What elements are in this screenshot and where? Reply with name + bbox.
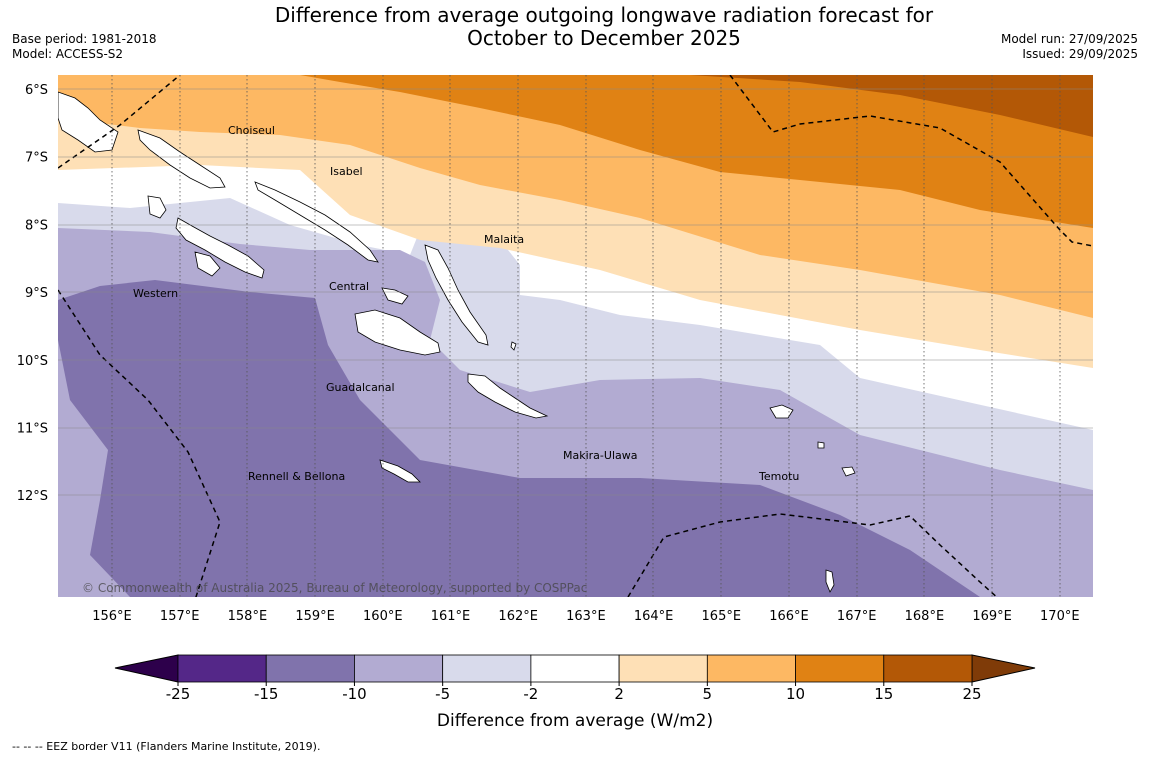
label-central: Central (329, 280, 369, 293)
colorbar-tick-label: -25 (166, 685, 191, 703)
lon-label: 167°E (837, 609, 877, 624)
title-line-2: October to December 2025 (467, 26, 741, 50)
island-ulawa (510, 341, 517, 351)
island-choiseul (137, 129, 226, 189)
label-western: Western (133, 287, 178, 300)
eez-north-west (58, 75, 181, 169)
colorbar-swatch (442, 654, 532, 683)
lat-label: 11°S (17, 422, 48, 437)
eez-west (58, 289, 221, 597)
colorbar-swatch (530, 654, 620, 683)
model-run: Model run: 27/09/2025 (1000, 32, 1138, 46)
label-rennell-bellona: Rennell & Bellona (248, 470, 345, 483)
colorbar-tick-label: 25 (962, 685, 981, 703)
lon-label: 160°E (363, 609, 403, 624)
island-vella-lavella (147, 195, 167, 219)
coastlines (58, 91, 856, 593)
lon-label: 158°E (228, 609, 268, 624)
colorbar-swatch (795, 654, 885, 683)
island-vanikoro (841, 466, 856, 477)
colorbar-swatch (177, 654, 267, 683)
map-plot-area: Choiseul Isabel Malaita Western Central … (58, 75, 1093, 597)
latitude-gridlines (58, 88, 1093, 496)
colorbar-tick-label: -10 (342, 685, 367, 703)
island-new-georgia (175, 217, 265, 279)
band-brown (690, 75, 1093, 137)
meta-right: Model run: 27/09/2025 Issued: 29/09/2025 (1001, 32, 1138, 62)
lon-label: 164°E (634, 609, 674, 624)
lon-label: 163°E (566, 609, 606, 624)
colorbar-tick-label: 10 (786, 685, 805, 703)
lat-label: 6°S (25, 83, 48, 98)
chart-title: Difference from average outgoing longwav… (0, 4, 1150, 50)
colorbar-swatch (618, 654, 708, 683)
label-temotu: Temotu (758, 470, 799, 483)
longitude-gridlines (111, 75, 1061, 597)
label-malaita: Malaita (484, 233, 524, 246)
colorbar-tick-label: 15 (874, 685, 893, 703)
colorbar-over-arrow (971, 654, 1036, 683)
base-period: Base period: 1981-2018 (12, 32, 157, 46)
lon-label: 166°E (769, 609, 809, 624)
island-isabel (254, 181, 379, 263)
copyright-text: © Commonwealth of Australia 2025, Bureau… (82, 581, 587, 595)
lat-label: 12°S (17, 489, 48, 504)
colorbar: -25 -15 -10 -5 -2 2 5 10 15 25 (114, 654, 1036, 703)
island-makira (467, 373, 549, 419)
lon-label: 161°E (431, 609, 471, 624)
lon-label: 170°E (1040, 609, 1080, 624)
lon-label: 168°E (905, 609, 945, 624)
longitude-axis: 156°E 157°E 158°E 159°E 160°E 161°E 162°E 163°E… (92, 609, 1079, 624)
island-santa-cruz (769, 404, 794, 419)
colorbar-tick-label: 2 (614, 685, 624, 703)
lon-label: 157°E (160, 609, 200, 624)
province-labels: Choiseul Isabel Malaita Western Central … (133, 124, 799, 483)
band-dark-orange (300, 75, 1093, 228)
colorbar-tick-label: -2 (523, 685, 538, 703)
eez-footnote: -- -- -- EEZ border V11 (Flanders Marine… (12, 740, 321, 753)
issued-date: Issued: 29/09/2025 (1022, 47, 1138, 61)
lon-label: 165°E (702, 609, 742, 624)
colorbar-title: Difference from average (W/m2) (437, 711, 713, 731)
island-malaita (424, 244, 489, 346)
lon-label: 159°E (295, 609, 335, 624)
colorbar-swatch (265, 654, 355, 683)
eez-south-east (627, 513, 998, 597)
lat-label: 8°S (25, 218, 48, 233)
latitude-axis: 6°S 7°S 8°S 9°S 10°S 11°S 12°S (17, 83, 48, 504)
meta-left: Base period: 1981-2018 Model: ACCESS-S2 (12, 32, 157, 62)
map-figure: Choiseul Isabel Malaita Western Central … (17, 75, 1093, 731)
island-rennell (379, 459, 421, 483)
lon-label: 156°E (92, 609, 132, 624)
lat-label: 10°S (17, 354, 48, 369)
colorbar-tick-label: -5 (435, 685, 450, 703)
label-makira-ulawa: Makira-Ulawa (563, 449, 637, 462)
title-line-1: Difference from average outgoing longwav… (274, 3, 934, 27)
model-name: Model: ACCESS-S2 (12, 47, 124, 61)
colorbar-swatch (354, 654, 444, 683)
lon-label: 169°E (972, 609, 1012, 624)
colorbar-swatch (706, 654, 796, 683)
colorbar-swatch (883, 654, 973, 683)
eez-borders (58, 75, 1093, 597)
island-torres (825, 569, 835, 593)
colorbar-under-arrow (114, 654, 179, 683)
label-isabel: Isabel (330, 165, 363, 178)
island-utupua (817, 441, 825, 449)
lat-label: 9°S (25, 286, 48, 301)
colorbar-tick-label: 5 (703, 685, 713, 703)
island-rendova (194, 251, 221, 277)
label-choiseul: Choiseul (228, 124, 275, 137)
colorbar-tick-label: -15 (254, 685, 279, 703)
lat-label: 7°S (25, 151, 48, 166)
island-guadalcanal (354, 309, 441, 356)
lon-label: 162°E (498, 609, 538, 624)
label-guadalcanal: Guadalcanal (326, 381, 395, 394)
